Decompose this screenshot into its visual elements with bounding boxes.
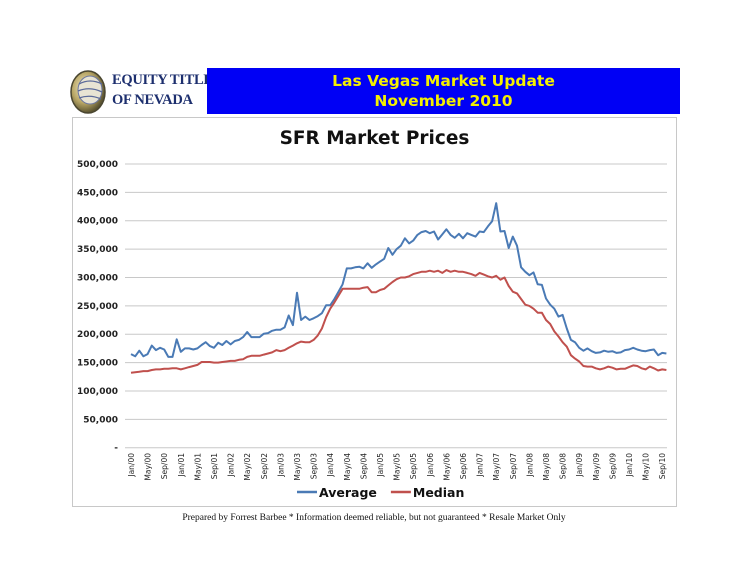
chart-title: SFR Market Prices (279, 128, 470, 149)
x-tick-label: Jan/04 (326, 453, 335, 478)
banner-date: November 2010 (374, 92, 513, 110)
title-banner: Las Vegas Market Update November 2010 (207, 68, 680, 114)
banner-title: Las Vegas Market Update (332, 72, 555, 90)
legend-label-average: Average (319, 485, 377, 500)
x-tick-label: Jan/05 (376, 453, 385, 478)
x-tick-label: Sep/00 (160, 453, 169, 479)
y-tick-label: 450,000 (77, 188, 118, 198)
chart-frame (72, 117, 677, 507)
x-tick-label: Sep/06 (459, 453, 468, 479)
x-tick-label: Sep/10 (658, 453, 667, 479)
y-tick-label: 50,000 (83, 415, 118, 425)
x-tick-label: May/04 (343, 453, 352, 481)
x-tick-label: Sep/03 (310, 453, 319, 479)
x-tick-label: May/00 (144, 453, 153, 481)
x-tick-label: Sep/02 (260, 453, 269, 479)
x-tick-label: Jan/06 (426, 453, 435, 478)
x-tick-label: May/05 (393, 453, 402, 481)
y-tick-label: 200,000 (77, 330, 118, 340)
x-tick-label: Jan/10 (625, 453, 634, 478)
series-line-median (130, 269, 667, 374)
x-tick-label: Sep/01 (210, 453, 219, 479)
series-line-average (130, 202, 667, 358)
x-tick-label: Jan/03 (276, 453, 285, 478)
x-tick-label: May/07 (492, 453, 501, 481)
globe-logo-icon (70, 70, 106, 114)
x-tick-label: May/08 (542, 453, 551, 481)
y-tick-label: 350,000 (77, 245, 118, 255)
x-tick-label: Sep/09 (608, 453, 617, 479)
footer-disclaimer: Prepared by Forrest Barbee * Information… (182, 513, 566, 523)
x-tick-label: Jan/09 (575, 453, 584, 478)
x-tick-label: Jan/08 (525, 453, 534, 478)
y-tick-label: 400,000 (77, 217, 118, 227)
x-tick-label: May/06 (442, 453, 451, 481)
legend-label-median: Median (413, 485, 464, 500)
logo-text-line1: EQUITY TITLE (112, 72, 213, 88)
x-tick-label: May/10 (642, 453, 651, 481)
x-tick-label: May/02 (243, 453, 252, 481)
x-tick-label: Jan/01 (177, 453, 186, 478)
y-tick-label: 300,000 (77, 273, 118, 283)
x-tick-label: Sep/05 (409, 453, 418, 479)
x-tick-label: May/09 (592, 453, 601, 481)
logo-text-line2: OF NEVADA (112, 92, 193, 108)
y-tick-label: 250,000 (77, 302, 118, 312)
x-tick-label: Sep/07 (509, 453, 518, 479)
x-tick-label: May/01 (193, 453, 202, 481)
x-tick-label: May/03 (293, 453, 302, 481)
x-tick-label: Jan/07 (476, 453, 485, 478)
x-tick-label: Jan/02 (227, 453, 236, 478)
x-tick-label: Sep/04 (359, 453, 368, 479)
equity-title-logo: EQUITY TITLE OF NEVADA (68, 66, 213, 116)
x-tick-label: Jan/00 (127, 453, 136, 478)
y-tick-label: 150,000 (77, 359, 118, 369)
y-tick-label: 100,000 (77, 387, 118, 397)
x-tick-label: Sep/08 (559, 453, 568, 479)
y-tick-label: 500,000 (77, 160, 118, 170)
y-tick-label: - (114, 444, 118, 454)
